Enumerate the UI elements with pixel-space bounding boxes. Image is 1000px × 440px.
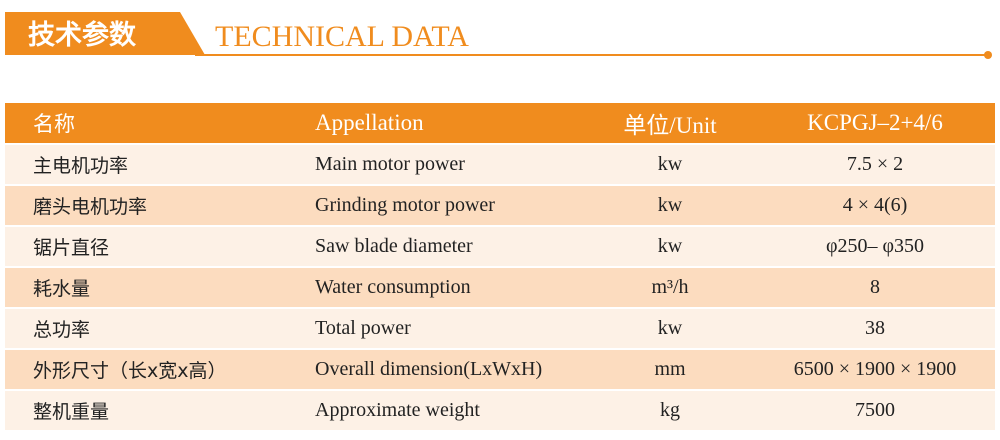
title-cn: 技术参数 (28, 19, 137, 51)
table-cell: Water consumption (315, 276, 471, 298)
table-row: 总功率 Total power kw 38 (5, 309, 995, 348)
table-row: 磨头电机功率 Grinding motor power kw 4 × 4(6) (5, 186, 995, 225)
table-cell: 锯片直径 (33, 237, 110, 259)
table-cell: 7.5 × 2 (846, 153, 904, 175)
column-header: 名称 (33, 112, 75, 136)
table-cell: 7500 (855, 399, 895, 421)
column-header: KCPGJ–2+4/6 (807, 110, 943, 135)
table-cell: mm (654, 358, 686, 380)
table-cell: Main motor power (315, 153, 465, 175)
table-cell: kw (657, 235, 683, 257)
column-header: 单位/Unit (623, 113, 717, 138)
header-row: 名称 Appellation 单位/Unit KCPGJ–2+4/6 (5, 103, 995, 143)
table-cell: 总功率 (33, 319, 91, 341)
title-en: TECHNICAL DATA (215, 20, 469, 53)
table-cell: Grinding motor power (315, 194, 495, 216)
table-cell: kw (657, 317, 683, 339)
table-cell: 主电机功率 (33, 155, 129, 177)
table-cell: 整机重量 (33, 401, 110, 423)
table-cell: m³/h (651, 276, 689, 298)
table-row: 整机重量 Approximate weight kg 7500 (5, 391, 995, 430)
table-cell: Saw blade diameter (315, 235, 473, 257)
header: 技术参数 TECHNICAL DATA (5, 12, 992, 59)
table-cell: 外形尺寸（长x宽x高） (33, 360, 227, 382)
rule-dot (984, 51, 992, 59)
table-cell: φ250– φ350 (825, 235, 925, 257)
table-cell: 耗水量 (33, 278, 91, 300)
table-cell: 4 × 4(6) (842, 194, 908, 216)
table-cell: Total power (315, 317, 411, 339)
table-cell: kg (660, 399, 680, 421)
table-row: 耗水量 Water consumption m³/h 8 (5, 268, 995, 307)
table-cell: 磨头电机功率 (33, 196, 148, 218)
table-cell: kw (657, 153, 683, 175)
table-row: 主电机功率 Main motor power kw 7.5 × 2 (5, 145, 995, 184)
table-cell: 6500 × 1900 × 1900 (793, 358, 957, 380)
table-cell: 38 (865, 317, 885, 339)
table-row: 锯片直径 Saw blade diameter kw φ250– φ350 (5, 227, 995, 266)
table-cell: Overall dimension(LxWxH) (315, 358, 543, 380)
spec-table: 名称 Appellation 单位/Unit KCPGJ–2+4/6 主电机功率 Main… (5, 103, 995, 432)
table-cell: kw (657, 194, 683, 216)
column-header: Appellation (315, 110, 424, 135)
table-cell: Approximate weight (315, 399, 480, 421)
table-row: 外形尺寸（长x宽x高） Overall dimension(LxWxH) mm 650… (5, 350, 995, 389)
table-cell: 8 (870, 276, 880, 298)
title-tab (5, 12, 205, 55)
